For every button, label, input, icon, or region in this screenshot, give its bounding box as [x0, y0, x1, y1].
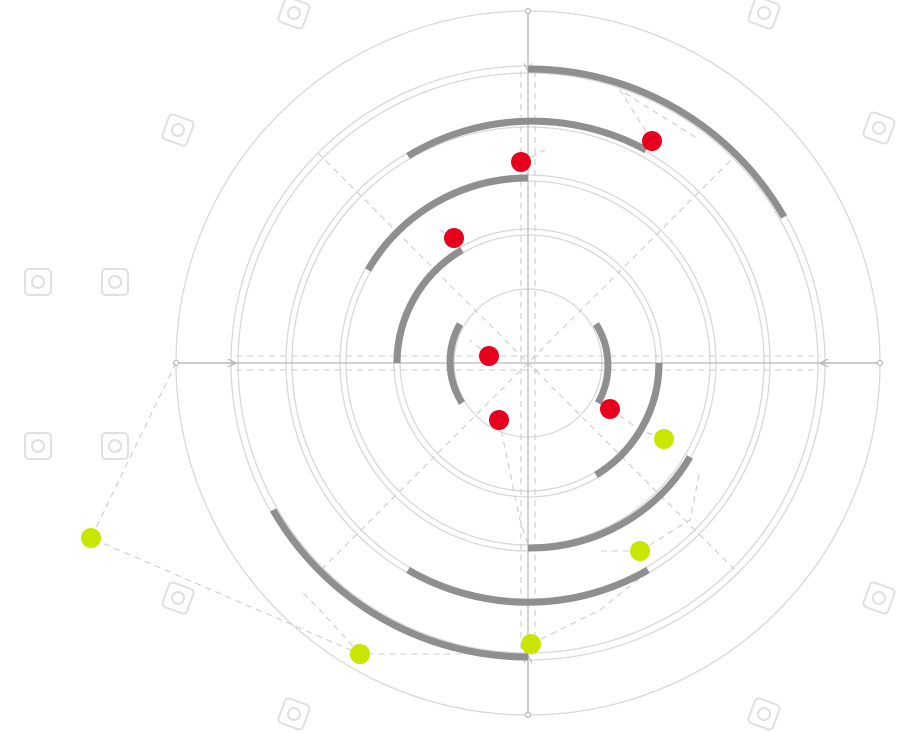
arc-segment — [594, 362, 663, 478]
yellow-markers — [81, 429, 674, 664]
dashed-connector — [530, 569, 651, 645]
red-dot-icon[interactable] — [600, 399, 620, 419]
corner-icon — [277, 697, 311, 731]
corner-icon — [747, 697, 781, 731]
axes — [172, 7, 884, 719]
arc-segment — [406, 117, 648, 159]
dashed-connector — [619, 89, 701, 142]
axis-end-dot — [524, 7, 532, 15]
corner-icon — [862, 111, 896, 145]
red-dot-icon[interactable] — [479, 346, 499, 366]
arc-segment — [269, 508, 529, 661]
yellow-dot-icon[interactable] — [521, 634, 541, 654]
corner-icon — [161, 581, 195, 615]
dashed-connector — [639, 469, 701, 552]
corner-icon — [862, 581, 896, 615]
yellow-dot-icon[interactable] — [350, 644, 370, 664]
arc-segment — [593, 322, 612, 405]
arc-segment — [446, 322, 465, 405]
arc-segment — [364, 174, 529, 272]
arcs — [269, 65, 788, 661]
dashed-connector — [90, 362, 528, 655]
arc-segment — [527, 455, 694, 552]
corner-icon — [24, 432, 52, 460]
red-dot-icon[interactable] — [489, 410, 509, 430]
axis-end-dot — [524, 711, 532, 719]
corner-icon — [101, 268, 129, 296]
red-dot-icon[interactable] — [642, 131, 662, 151]
axis-end-dot — [876, 359, 884, 367]
corner-icon — [101, 432, 129, 460]
arc-segment — [393, 246, 464, 364]
corner-icon — [161, 113, 195, 147]
corner-icons — [24, 0, 896, 731]
corner-icon — [277, 0, 311, 30]
arc-segment — [527, 65, 788, 219]
arc-segment — [406, 566, 650, 606]
dashed-lines — [90, 71, 820, 655]
red-dot-icon[interactable] — [444, 228, 464, 248]
yellow-dot-icon[interactable] — [81, 528, 101, 548]
red-dot-icon[interactable] — [511, 152, 531, 172]
corner-icon — [747, 0, 781, 30]
red-markers — [444, 131, 662, 430]
dashed-connector — [299, 589, 361, 655]
dashed-connector — [498, 419, 529, 546]
yellow-dot-icon[interactable] — [630, 541, 650, 561]
corner-icon — [24, 268, 52, 296]
yellow-dot-icon[interactable] — [654, 429, 674, 449]
